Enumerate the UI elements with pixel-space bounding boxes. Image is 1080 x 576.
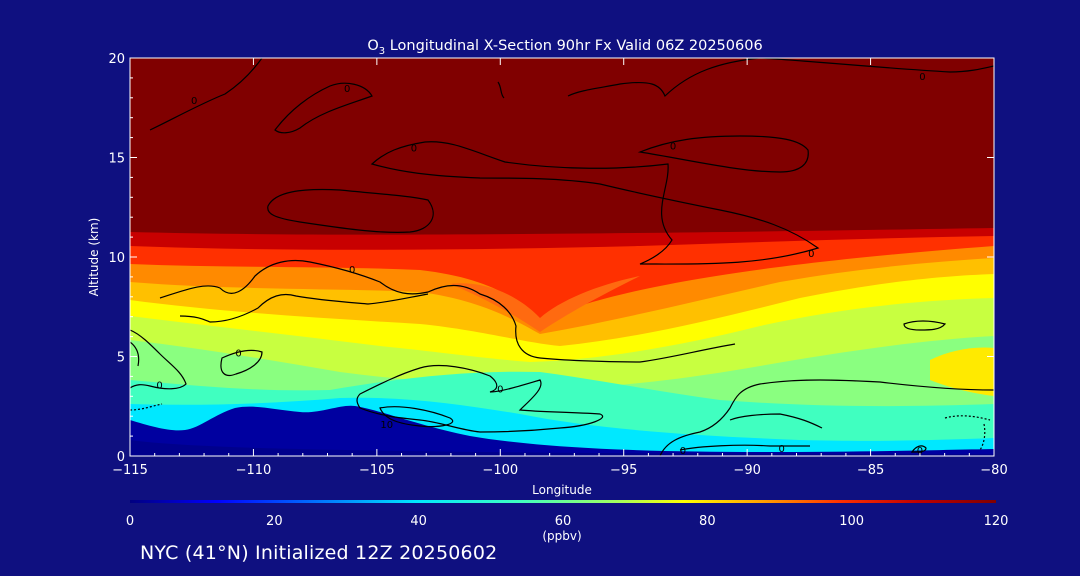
x-tick-label: −80 xyxy=(980,463,1007,478)
terrain-mask xyxy=(130,405,994,456)
init-footer: NYC (41°N) Initialized 12Z 20250602 xyxy=(140,542,498,564)
y-tick-label: 20 xyxy=(108,52,125,67)
x-axis: −115 −110 −105 −100 −95 −90 −85 −80 xyxy=(112,58,1008,478)
colorbar-tick-label: 20 xyxy=(266,514,283,529)
colorbar-tick-label: 60 xyxy=(555,514,572,529)
x-tick-label: −95 xyxy=(610,463,637,478)
y-tick-label: 5 xyxy=(117,351,125,366)
contour-label: 0 xyxy=(917,446,923,457)
contour-label: 0 xyxy=(680,446,686,457)
x-axis-label: Longitude xyxy=(532,483,592,497)
contour-label: 0 xyxy=(919,72,925,83)
colorbar-ticks: 0 20 40 60 80 100 120 xyxy=(126,514,1009,529)
x-tick-label: −100 xyxy=(482,463,518,478)
colorbar-tick-label: 80 xyxy=(699,514,716,529)
y-tick-label: 15 xyxy=(108,152,125,167)
colorbar-unit: (ppbv) xyxy=(542,529,581,543)
y-axis: 0 5 10 15 20 xyxy=(108,52,994,465)
contour-label: 0 xyxy=(191,96,197,107)
contour-label: 0 xyxy=(349,265,355,276)
yellow-pocket-east xyxy=(930,347,994,396)
contour-label: 0 xyxy=(497,384,503,395)
orange-plume xyxy=(450,276,640,332)
contour-label: 0 xyxy=(344,84,350,95)
x-tick-label: −110 xyxy=(236,463,272,478)
x-tick-label: −90 xyxy=(733,463,760,478)
x-tick-label: −105 xyxy=(359,463,395,478)
colorbar-tick-label: 100 xyxy=(839,514,864,529)
terrain-dark-edge xyxy=(130,440,994,456)
colorbar xyxy=(130,500,996,503)
contour-label: 0 xyxy=(235,349,241,360)
y-tick-label: 10 xyxy=(108,251,125,266)
contour-label: 0 xyxy=(156,380,162,391)
contour-label: 10 xyxy=(380,420,393,431)
y-axis-label: Altitude (km) xyxy=(87,218,101,297)
colorbar-tick-label: 0 xyxy=(126,514,134,529)
contour-label: 0 xyxy=(670,142,676,153)
contour-label: 0 xyxy=(779,444,785,455)
y-tick-label: 0 xyxy=(117,450,125,465)
contour-label: 0 xyxy=(411,144,417,155)
x-tick-label: −85 xyxy=(857,463,884,478)
chart-title: O3 Longitudinal X-Section 90hr Fx Valid … xyxy=(367,38,762,57)
colorbar-tick-label: 40 xyxy=(410,514,427,529)
x-tick-label: −115 xyxy=(112,463,148,478)
contour-labels: 0 0 0 0 0 0 0 0 0 0 10 0 0 0 xyxy=(156,72,925,457)
heatmap-field: 0 0 0 0 0 0 0 0 0 0 10 0 0 0 xyxy=(130,58,994,457)
contour-lines xyxy=(130,58,994,456)
colorbar-tick-label: 120 xyxy=(984,514,1009,529)
contour-label: 0 xyxy=(808,249,814,260)
